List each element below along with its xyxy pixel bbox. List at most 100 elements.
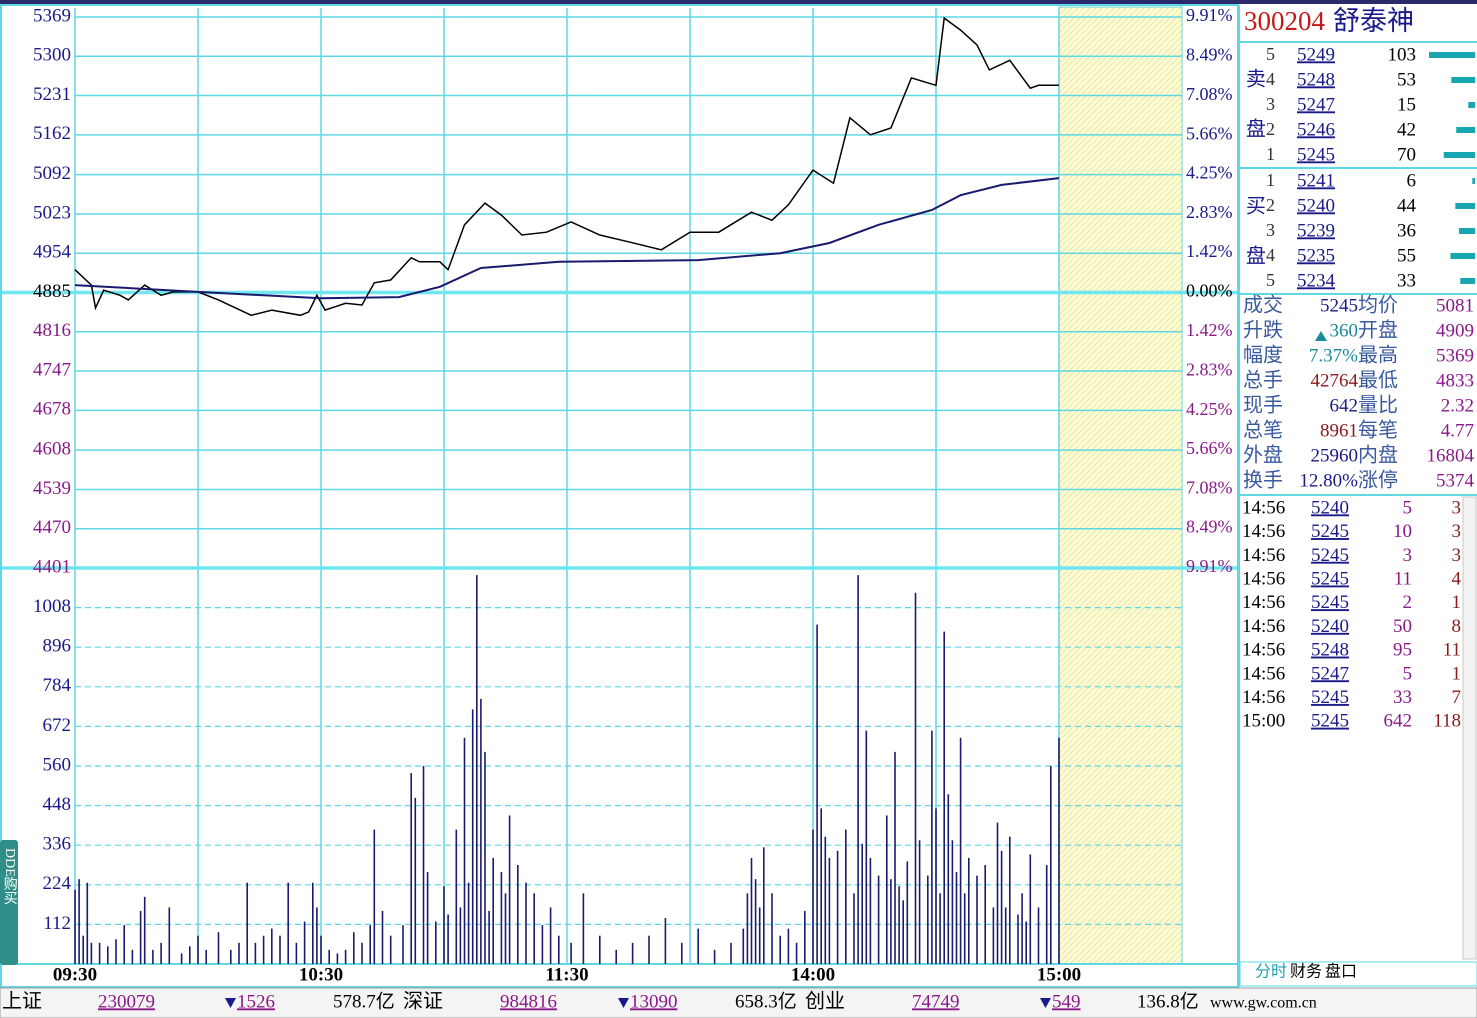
trade-volume: 11 xyxy=(1394,568,1412,589)
stat-value: 5245 xyxy=(1320,295,1358,316)
y-tick-label: 5300 xyxy=(33,45,71,66)
price: 5234 xyxy=(1297,270,1336,291)
volume: 44 xyxy=(1397,195,1417,216)
up-arrow-icon xyxy=(1315,331,1327,341)
price-line xyxy=(74,177,1060,300)
trade-time: 14:56 xyxy=(1242,663,1285,684)
trade-time: 15:00 xyxy=(1242,711,1285,732)
scrollbar[interactable] xyxy=(1462,496,1477,960)
trade-price: 5247 xyxy=(1311,663,1349,684)
y-tick-label: 5369 xyxy=(33,5,71,26)
trade-count: 4 xyxy=(1452,568,1462,589)
y-tick-label: 5023 xyxy=(33,202,71,223)
trade-count: 118 xyxy=(1433,711,1461,732)
stat-label: 总手 xyxy=(1243,369,1283,392)
volume-bar xyxy=(1450,253,1475,259)
stat-label: 总笔 xyxy=(1243,419,1283,442)
trade-time: 14:56 xyxy=(1242,687,1285,708)
stat-label: 内盘 xyxy=(1358,444,1398,467)
index-value: 74749 xyxy=(912,991,960,1012)
y-tick-label: 4539 xyxy=(33,478,71,499)
buy-label: 买盘 xyxy=(1242,195,1265,295)
volume-bar xyxy=(1451,77,1475,83)
stat-label: 换手 xyxy=(1243,469,1283,492)
sell-label: 卖盘 xyxy=(1242,68,1265,168)
tab[interactable]: 财务 xyxy=(1290,963,1322,981)
x-tick-label: 09:30 xyxy=(53,964,97,985)
price: 5245 xyxy=(1297,144,1335,165)
level: 4 xyxy=(1266,245,1275,265)
y-tick-label: 448 xyxy=(43,794,72,815)
y-tick-label: 4954 xyxy=(33,242,72,263)
trade-volume: 5 xyxy=(1403,497,1413,518)
tab[interactable]: 盘口 xyxy=(1325,962,1357,981)
volume: 36 xyxy=(1397,220,1416,241)
y2-tick-label: 7.08% xyxy=(1186,84,1233,104)
volume: 15 xyxy=(1397,94,1416,115)
trade-volume: 5 xyxy=(1403,663,1413,684)
y-tick-label: 4608 xyxy=(33,439,71,460)
stat-label: 每笔 xyxy=(1358,419,1398,442)
price: 5240 xyxy=(1297,195,1335,216)
y-tick-label: 5092 xyxy=(33,163,71,184)
trade-price: 5245 xyxy=(1311,568,1349,589)
trade-volume: 50 xyxy=(1393,616,1412,637)
y2-tick-label: 8.49% xyxy=(1186,45,1233,65)
trade-price: 5245 xyxy=(1311,545,1349,566)
stat-label: 升跌 xyxy=(1243,319,1283,342)
index-change: 13090 xyxy=(630,991,678,1012)
stock-name: 舒泰神 xyxy=(1333,6,1414,36)
y-tick-label: 896 xyxy=(43,636,72,657)
volume-bar xyxy=(1443,152,1475,158)
trade-time: 14:56 xyxy=(1242,568,1285,589)
stat-value: 5374 xyxy=(1436,470,1475,491)
stat-label: 最低 xyxy=(1358,369,1398,392)
y2-tick-label: 8.49% xyxy=(1186,517,1233,537)
trade-price: 5245 xyxy=(1311,521,1349,542)
trade-volume: 33 xyxy=(1393,687,1412,708)
volume-bar xyxy=(1456,127,1475,133)
level: 2 xyxy=(1266,195,1275,215)
tab[interactable]: 分时 xyxy=(1255,963,1287,981)
level: 5 xyxy=(1266,270,1275,290)
stock-code: 300204 xyxy=(1244,6,1326,36)
volume: 33 xyxy=(1397,270,1416,291)
trade-price: 5248 xyxy=(1311,640,1349,661)
stat-label: 现手 xyxy=(1243,394,1283,417)
trade-price: 5240 xyxy=(1311,616,1349,637)
stat-label: 成交 xyxy=(1243,294,1283,317)
volume: 103 xyxy=(1388,44,1417,65)
y2-tick-label: 9.91% xyxy=(1186,5,1233,25)
volume: 55 xyxy=(1397,245,1416,266)
side-tab-label[interactable]: DDE购买 xyxy=(2,848,18,905)
trade-time: 14:56 xyxy=(1242,640,1285,661)
index-change: 549 xyxy=(1052,991,1081,1012)
y2-tick-label: 9.91% xyxy=(1186,556,1233,576)
index-change: 1526 xyxy=(237,991,275,1012)
trade-volume: 95 xyxy=(1393,640,1412,661)
side-tab[interactable] xyxy=(0,840,18,965)
price: 5248 xyxy=(1297,69,1335,90)
volume-bar xyxy=(1460,278,1475,284)
url: www.gw.com.cn xyxy=(1210,995,1317,1012)
index-value: 230079 xyxy=(98,991,155,1012)
y-tick-label: 1008 xyxy=(33,596,71,617)
y-tick-label: 4816 xyxy=(33,320,71,341)
stat-value: 16804 xyxy=(1427,445,1475,466)
stat-value: 4909 xyxy=(1436,320,1474,341)
trade-time: 14:56 xyxy=(1242,616,1285,637)
price: 5246 xyxy=(1297,119,1335,140)
stat-label: 最高 xyxy=(1358,344,1398,367)
stat-value: 7.37% xyxy=(1309,345,1358,366)
trade-count: 1 xyxy=(1452,663,1462,684)
volume: 6 xyxy=(1407,170,1417,191)
volume: 70 xyxy=(1397,144,1416,165)
trade-count: 3 xyxy=(1452,497,1462,518)
stat-value: 5369 xyxy=(1436,345,1474,366)
stat-label: 量比 xyxy=(1358,394,1398,417)
trade-volume: 642 xyxy=(1384,711,1413,732)
down-arrow-icon xyxy=(225,998,236,1008)
trade-time: 14:56 xyxy=(1242,545,1285,566)
y2-tick-label: 2.83% xyxy=(1186,202,1233,222)
